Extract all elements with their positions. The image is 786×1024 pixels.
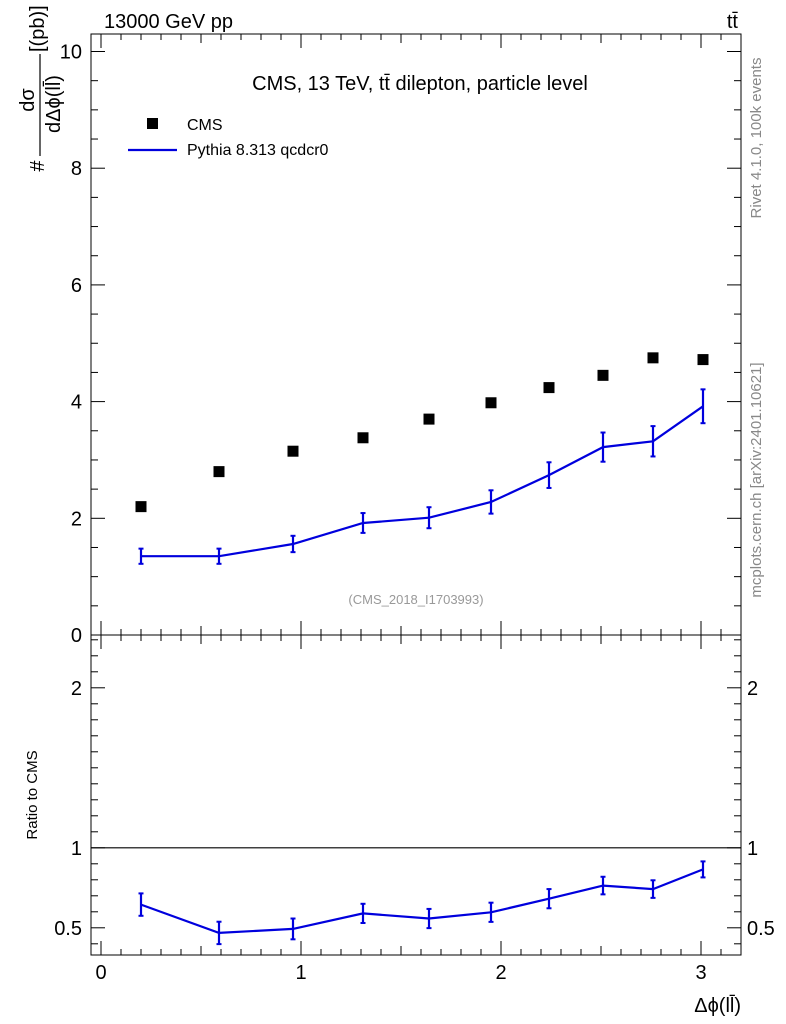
ratio-frame — [90, 634, 742, 956]
ylabel-prefix: # — [27, 160, 49, 172]
cms-data-point — [357, 432, 369, 444]
legend: CMS Pythia 8.313 qcdcr0 — [128, 117, 329, 159]
main-ytick-label: 10 — [60, 42, 82, 64]
pythia-line — [141, 405, 704, 558]
ratio-ticks — [91, 635, 742, 955]
x-axis-label: Δϕ(ll̄) — [694, 994, 741, 1017]
main-ticks — [91, 34, 742, 636]
main-panel: 0 2 4 6 8 10 CMS, 13 TeV, tt̄ dilepton, parti… — [17, 5, 742, 647]
xtick-label: 0 — [95, 962, 106, 984]
cms-data-point — [697, 354, 709, 366]
analysis-id: (CMS_2018_I1703993) — [348, 592, 483, 607]
cms-data-point — [485, 397, 497, 409]
ratio-xtick-labels: 0 1 2 3 — [95, 962, 706, 984]
main-ytick-label: 2 — [71, 508, 82, 530]
ratio-ytick-label-right: 1 — [747, 838, 758, 860]
cms-data-point — [647, 352, 659, 364]
cms-data-point — [543, 382, 555, 394]
ratio-ylabel: Ratio to CMS — [24, 750, 41, 839]
ratio-ytick-label: 0.5 — [54, 918, 82, 940]
cms-data-point — [135, 501, 147, 513]
ratio-line — [140, 868, 704, 935]
main-ytick-labels: 0 2 4 6 8 10 — [60, 42, 82, 647]
xtick-label: 2 — [495, 962, 506, 984]
main-ytick-label: 8 — [71, 158, 82, 180]
cms-data-point — [213, 466, 225, 478]
cms-data-point — [423, 413, 435, 425]
ratio-ytick-label-right: 2 — [747, 678, 758, 700]
ratio-panel: 0.5 0.5 1 1 2 2 0 1 2 3 Ratio to CMS Δϕ(ll̄) — [24, 634, 775, 1017]
cms-data-point — [597, 369, 609, 381]
ylabel-denominator: dΔϕ(ll̄) — [42, 75, 65, 133]
ratio-ytick-label: 1 — [71, 838, 82, 860]
ylabel-unit: [(pb)] — [27, 5, 49, 52]
xtick-label: 3 — [695, 962, 706, 984]
plot-title: CMS, 13 TeV, tt̄ dilepton, particle leve… — [252, 73, 588, 95]
legend-label-pythia: Pythia 8.313 qcdcr0 — [187, 142, 329, 159]
main-ylabel: # dσ dΔϕ(ll̄) [(pb)] — [17, 5, 65, 171]
xtick-label: 1 — [295, 962, 306, 984]
legend-label-cms: CMS — [187, 117, 223, 134]
process-label: tt̄ — [727, 11, 739, 33]
main-ytick-label: 0 — [71, 625, 82, 647]
ratio-ytick-label-right: 0.5 — [747, 918, 775, 940]
ratio-ytick-label: 2 — [71, 678, 82, 700]
rivet-label: Rivet 4.1.0, 100k events — [748, 58, 765, 219]
main-ytick-label: 4 — [71, 392, 82, 414]
mcplots-label: mcplots.cern.ch [arXiv:2401.10621] — [748, 362, 765, 597]
ylabel-numerator: dσ — [17, 88, 39, 112]
main-ytick-label: 6 — [71, 275, 82, 297]
legend-marker-cms — [147, 118, 158, 129]
energy-label: 13000 GeV pp — [104, 11, 233, 33]
main-series — [135, 352, 709, 565]
ratio-series — [91, 847, 741, 946]
cms-data-point — [287, 445, 299, 457]
ratio-ytick-labels: 0.5 0.5 1 1 2 2 — [54, 678, 775, 940]
